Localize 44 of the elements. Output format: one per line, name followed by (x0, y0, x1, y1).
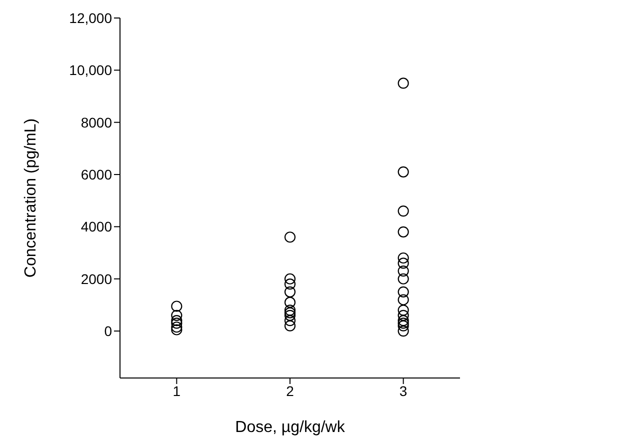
point (171, 310, 182, 321)
point (284, 307, 296, 318)
point (398, 294, 409, 306)
point (398, 315, 409, 326)
x-tick-label: 3 (399, 382, 408, 399)
y-tick-label: 12,000 (69, 10, 112, 26)
x-tick-label: 2 (286, 382, 294, 399)
point (398, 265, 409, 277)
y-tick-label: 4000 (80, 218, 112, 235)
point (171, 318, 182, 329)
point (284, 304, 296, 316)
point (284, 232, 296, 243)
point (398, 166, 409, 178)
point (171, 324, 182, 336)
point (398, 304, 409, 316)
point (398, 318, 409, 329)
point (284, 320, 296, 332)
point (398, 78, 409, 89)
point (284, 310, 296, 321)
point (284, 315, 296, 326)
point (171, 322, 182, 333)
point (284, 286, 296, 298)
point (398, 310, 409, 321)
point (398, 325, 409, 337)
point (171, 300, 182, 312)
point (284, 273, 296, 284)
point (284, 278, 296, 290)
point (284, 296, 296, 308)
y-tick-label: 10,000 (69, 62, 112, 78)
point (398, 258, 409, 269)
point (398, 205, 409, 217)
y-tick-label: 2000 (80, 270, 112, 287)
y-tick-label: 8000 (80, 114, 112, 130)
point (398, 252, 409, 264)
x-axis-title: Dose, µg/kg/wk (235, 419, 346, 436)
point (398, 286, 409, 298)
y-axis-title: Concentration (pg/mL) (22, 118, 40, 278)
point (398, 226, 409, 238)
x-tick-label: 1 (172, 382, 181, 399)
point (171, 315, 182, 326)
point (398, 320, 409, 332)
y-tick-label: 6000 (80, 166, 112, 182)
y-tick-label: 0 (104, 323, 112, 340)
point (398, 273, 409, 284)
